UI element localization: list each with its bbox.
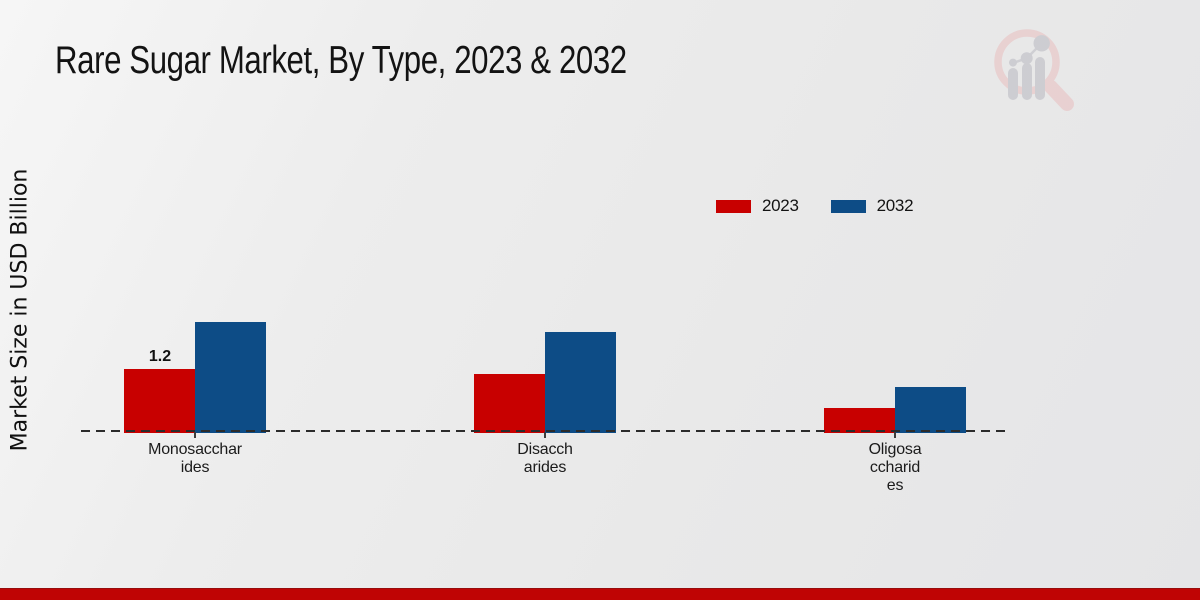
category-label-oligosaccharides: Oligosa ccharid es xyxy=(868,441,922,494)
bar-2023-disaccharides xyxy=(474,374,545,433)
bar-2032-disaccharides xyxy=(545,332,616,433)
legend-item-2023: 2023 xyxy=(716,196,799,216)
category-label-monosaccharides: Monosacchar ides xyxy=(148,441,242,476)
legend: 2023 2032 xyxy=(716,196,914,216)
bar-2023-monosaccharides xyxy=(124,369,195,433)
footer-accent-bar xyxy=(0,588,1200,600)
axis-tick xyxy=(894,432,896,438)
dashed-baseline xyxy=(81,430,1007,432)
data-label: 1.2 xyxy=(148,348,172,365)
legend-item-2032: 2032 xyxy=(830,196,914,216)
legend-swatch-2023 xyxy=(716,199,751,213)
bar-2023-oligosaccharides xyxy=(824,408,895,433)
legend-label: 2032 xyxy=(876,196,914,215)
market-research-logo-icon xyxy=(994,29,1074,111)
bar-2032-monosaccharides xyxy=(195,322,266,433)
axis-tick xyxy=(544,432,546,438)
chart-title: Rare Sugar Market, By Type, 2023 & 2032 xyxy=(55,39,627,82)
axis-tick xyxy=(194,432,196,438)
legend-swatch-2032 xyxy=(830,199,866,213)
bar-2032-oligosaccharides xyxy=(895,387,966,433)
legend-label: 2023 xyxy=(762,196,799,215)
category-label-disaccharides: Disacch arides xyxy=(517,441,573,476)
